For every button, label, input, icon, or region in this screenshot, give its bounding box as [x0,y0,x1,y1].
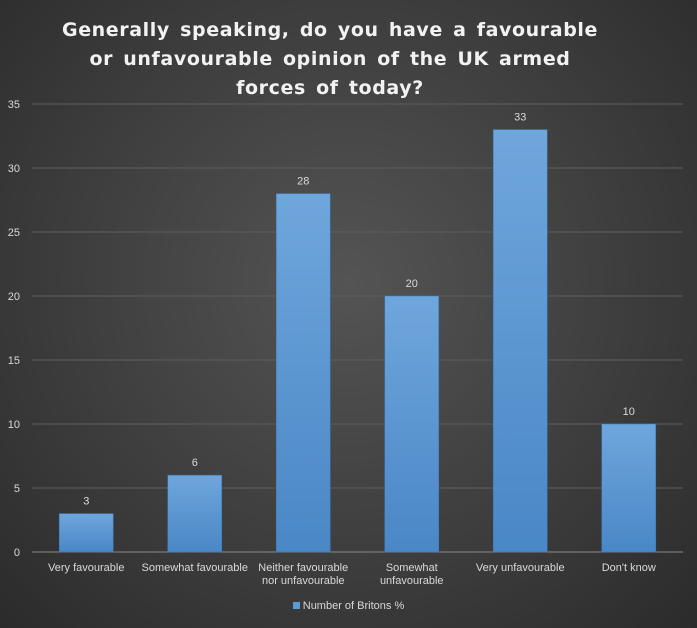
x-tick-label: unfavourable [380,575,444,587]
x-tick-label: Somewhat favourable [142,562,248,574]
data-label: 20 [406,278,418,290]
x-tick-label: nor unfavourable [262,575,345,587]
x-tick-label: Neither favourable [258,562,348,574]
x-tick-label: Very unfavourable [476,562,565,574]
legend: Number of Britons % [0,600,697,612]
bar [275,193,331,553]
data-label: 10 [623,406,635,418]
y-tick-label: 5 [14,483,20,495]
y-tick-label: 0 [14,547,20,559]
x-tick-label: Don't know [602,562,656,574]
y-tick-label: 20 [8,291,20,303]
chart-title: Generally speaking, do you have a favour… [62,19,598,99]
y-tick-label: 35 [8,99,20,111]
data-label: 6 [192,457,198,469]
x-tick-label: Somewhat [386,562,438,574]
bar [492,129,548,553]
bar [58,513,114,553]
bar [384,295,440,553]
data-label: 33 [514,112,526,124]
y-tick-label: 15 [8,355,20,367]
y-tick-label: 30 [8,163,20,175]
bar [601,423,657,553]
legend-swatch [292,602,300,609]
x-tick-label: Very favourable [48,562,124,574]
y-tick-label: 25 [8,227,20,239]
bars [58,129,657,553]
y-tick-label: 10 [8,419,20,431]
data-label: 28 [297,176,309,188]
legend-label: Number of Britons % [302,600,405,612]
x-axis-labels: Very favourable Somewhat favourable Neithe… [48,562,656,587]
data-label: 3 [83,496,89,508]
gridlines [32,103,683,553]
y-axis-ticks: 0 5 10 15 20 25 30 35 [8,99,20,559]
bar [167,474,223,553]
